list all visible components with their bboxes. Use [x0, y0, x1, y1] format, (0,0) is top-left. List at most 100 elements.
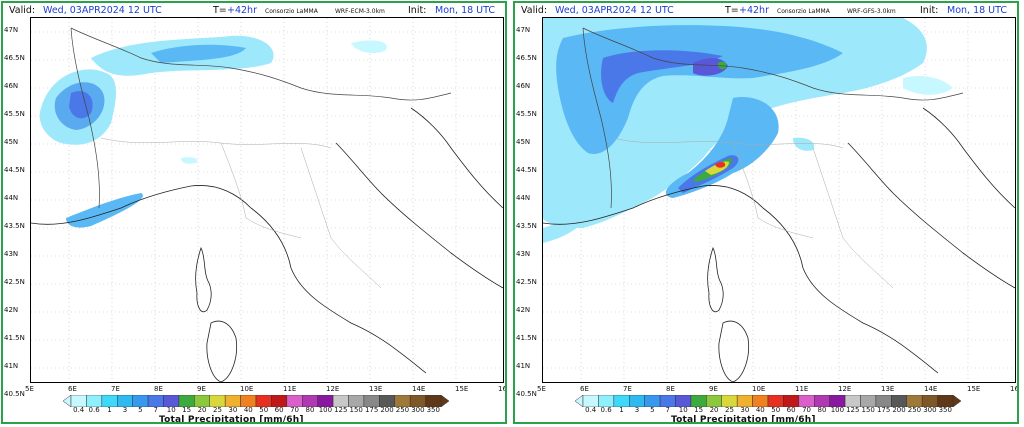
colorbar [575, 395, 961, 407]
model-label: WRF-GFS-3.0km [847, 8, 896, 15]
colorbar [63, 395, 449, 407]
colorbar-level-label: 250 [395, 406, 410, 414]
init-label: Init: [408, 5, 427, 16]
lat-label: 44N [4, 194, 19, 202]
colorbar-level-label: 0.6 [88, 406, 100, 414]
colorbar-level-label: 100 [318, 406, 333, 414]
lead-label: T= [213, 5, 227, 16]
lat-label: 44.5N [4, 166, 25, 174]
lat-label: 45N [4, 138, 19, 146]
legend-title: Total Precipitation [mm/6h] [671, 415, 816, 424]
colorbar-level-label: 25 [724, 406, 734, 414]
colorbar-level-label: 3 [634, 406, 640, 414]
lat-label: 46N [4, 82, 19, 90]
lon-label: 11E [795, 385, 809, 393]
colorbar-level-label: 0.4 [585, 406, 597, 414]
colorbar-level-label: 175 [876, 406, 891, 414]
colorbar-right-arrow [440, 395, 449, 407]
lat-label: 46.5N [4, 54, 25, 62]
panel-ecm: Valid: Wed, 03APR2024 12 UTC T= +42hr Co… [1, 1, 507, 424]
lat-label: 43.5N [4, 222, 25, 230]
init-value: Mon, 18 UTC [947, 5, 1008, 16]
region-borders [100, 137, 382, 289]
colorbar-level-label: 80 [305, 406, 315, 414]
lat-label: 47N [516, 26, 531, 34]
lon-label: 12E [838, 385, 852, 393]
agency-label: Consorzio LaMMA [265, 8, 318, 15]
colorbar-level-label: 30 [228, 406, 238, 414]
precip-field [39, 35, 387, 228]
lon-label: 8E [666, 385, 675, 393]
lon-label: 12E [326, 385, 340, 393]
colorbar-left-arrow [63, 395, 72, 407]
coastlines [543, 107, 1015, 382]
colorbar-left-arrow [575, 395, 584, 407]
map-svg [31, 18, 503, 382]
lon-label: 13E [369, 385, 383, 393]
colorbar-level-label: 80 [817, 406, 827, 414]
lat-label: 43N [516, 250, 531, 258]
lon-label: 14E [412, 385, 426, 393]
agency-label: Consorzio LaMMA [777, 8, 830, 15]
colorbar-level-label: 20 [197, 406, 207, 414]
colorbar-level-label: 15 [694, 406, 704, 414]
lat-label: 42.5N [516, 278, 537, 286]
lon-label: 10E [752, 385, 766, 393]
lon-label: 13E [881, 385, 895, 393]
colorbar-level-label: 5 [138, 406, 143, 414]
legend-title: Total Precipitation [mm/6h] [159, 415, 304, 424]
lat-label: 41.5N [4, 334, 25, 342]
lon-label: 6E [580, 385, 589, 393]
lead-value: +42hr [739, 5, 769, 16]
colorbar-level-label: 200 [892, 406, 906, 414]
country-borders [70, 27, 452, 209]
model-label: WRF-ECM-3.0km [335, 8, 385, 15]
lat-label: 46.5N [516, 54, 537, 62]
colorbar-level-label: 350 [938, 406, 952, 414]
colorbar-level-label: 50 [259, 406, 269, 414]
colorbar-level-label: 40 [243, 406, 253, 414]
lat-label: 41N [4, 362, 19, 370]
colorbar-level-label: 20 [709, 406, 719, 414]
lat-label: 44.5N [516, 166, 537, 174]
precip-field [543, 18, 953, 243]
lat-label: 40.5N [4, 390, 25, 398]
lat-label: 41.5N [516, 334, 537, 342]
lat-label: 45N [516, 138, 531, 146]
map-svg [543, 18, 1015, 382]
lat-label: 40.5N [516, 390, 537, 398]
colorbar-level-label: 7 [153, 406, 159, 414]
lon-label: 14E [924, 385, 938, 393]
precip-map [542, 17, 1016, 383]
colorbar-level-label: 70 [290, 406, 299, 414]
lon-label: 16E [498, 385, 507, 393]
lat-label: 45.5N [516, 110, 537, 118]
country-borders [582, 27, 964, 209]
colorbar-level-label: 250 [907, 406, 922, 414]
lon-label: 7E [111, 385, 120, 393]
colorbar-level-label: 300 [411, 406, 425, 414]
lead-label: T= [725, 5, 739, 16]
lat-label: 45.5N [4, 110, 25, 118]
lon-label: 16E [1010, 385, 1019, 393]
colorbar-level-label: 40 [755, 406, 765, 414]
colorbar-level-label: 150 [861, 406, 875, 414]
lat-label: 42N [4, 306, 19, 314]
lat-label: 44N [516, 194, 531, 202]
lat-label: 46N [516, 82, 531, 90]
valid-value: Wed, 03APR2024 12 UTC [555, 5, 674, 16]
colorbar-level-label: 10 [166, 406, 176, 414]
lon-label: 7E [623, 385, 632, 393]
colorbar-level-label: 0.4 [73, 406, 85, 414]
colorbar-level-label: 60 [786, 406, 796, 414]
region-borders [612, 137, 894, 289]
lat-label: 47N [4, 26, 19, 34]
colorbar-level-label: 300 [923, 406, 937, 414]
lon-label: 5E [25, 385, 34, 393]
colorbar-level-label: 30 [740, 406, 750, 414]
panel-header: Valid: Wed, 03APR2024 12 UTC T= +42hr Co… [515, 5, 1017, 19]
lon-label: 6E [68, 385, 77, 393]
lon-label: 9E [709, 385, 718, 393]
init-value: Mon, 18 UTC [435, 5, 496, 16]
